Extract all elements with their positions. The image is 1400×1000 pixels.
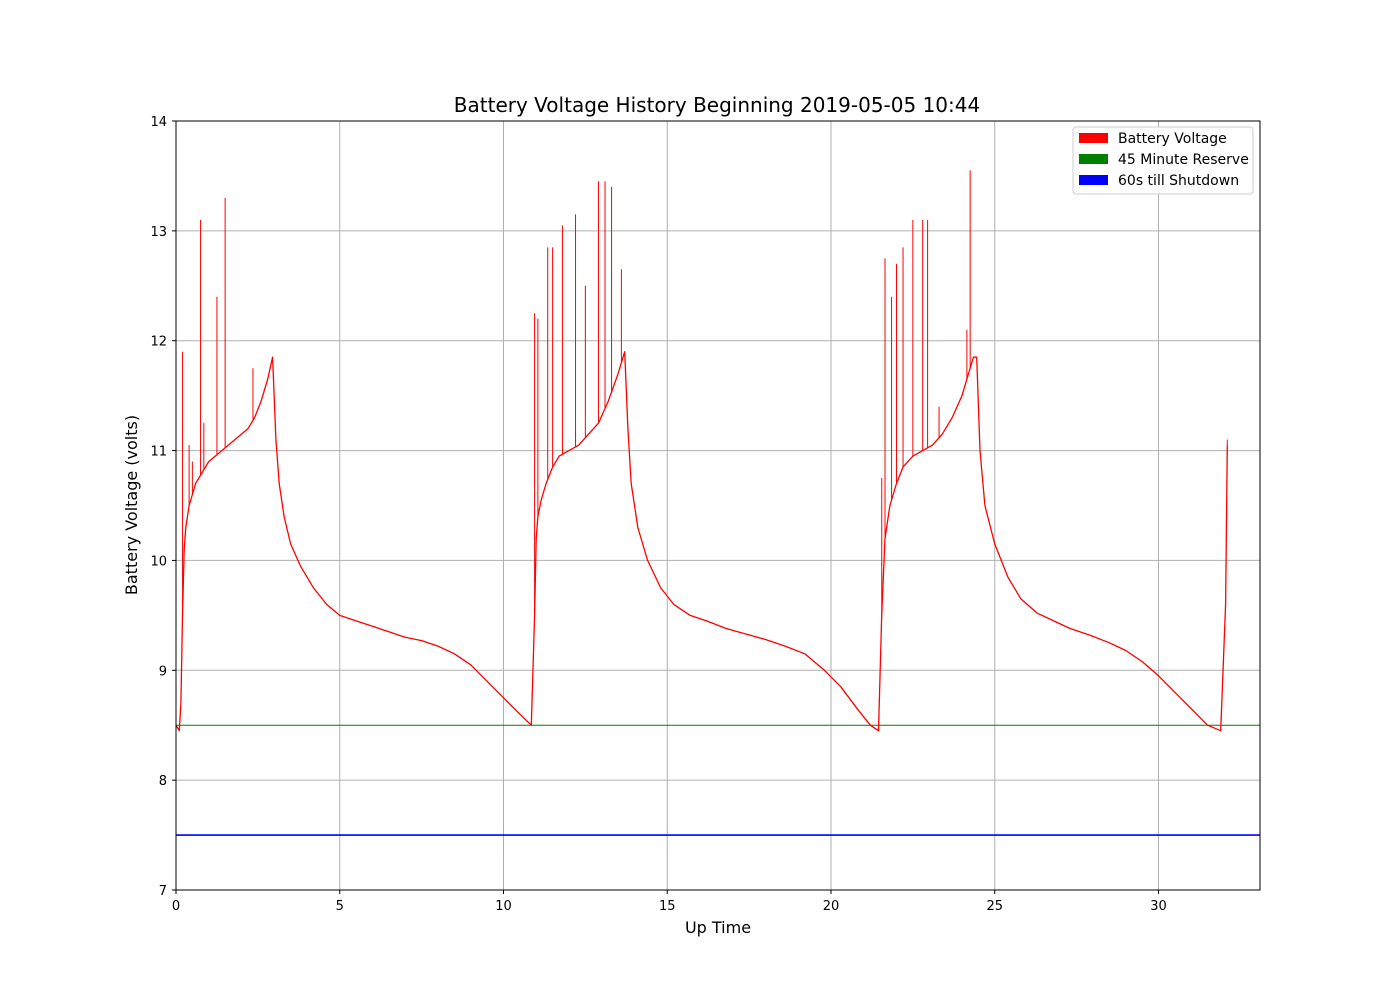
y-tick-label: 14 <box>150 115 167 130</box>
x-tick-label: 15 <box>659 899 676 914</box>
chart-title: Battery Voltage History Beginning 2019-0… <box>454 93 980 117</box>
y-tick-label: 8 <box>159 774 167 789</box>
y-axis-title: Battery Voltage (volts) <box>122 415 141 595</box>
x-tick-label: 5 <box>336 899 344 914</box>
y-tick-label: 12 <box>150 335 167 350</box>
y-tick-label: 7 <box>159 884 167 899</box>
y-tick-label: 11 <box>150 445 167 460</box>
series-line-battery-voltage <box>176 351 1228 732</box>
x-tick-label: 25 <box>986 899 1003 914</box>
x-tick-label: 30 <box>1150 899 1167 914</box>
x-tick-label: 0 <box>172 899 180 914</box>
x-tick-label: 10 <box>495 899 512 914</box>
x-tick-label: 20 <box>823 899 840 914</box>
legend-label: 60s till Shutdown <box>1118 173 1239 189</box>
legend-swatch <box>1079 133 1108 143</box>
legend-box <box>1072 126 1254 195</box>
axis-ticks: 0 5 10 15 20 25 30 7 8 9 10 11 12 13 14 <box>150 115 1166 914</box>
plot-frame <box>175 120 1261 891</box>
legend-label: Battery Voltage <box>1118 131 1227 147</box>
y-tick-label: 10 <box>150 554 167 569</box>
grid-lines <box>176 121 1260 890</box>
legend: Battery Voltage 45 Minute Reserve 60s till… <box>1072 126 1254 195</box>
y-tick-label: 9 <box>159 664 167 679</box>
legend-label: 45 Minute Reserve <box>1118 152 1249 168</box>
legend-swatch <box>1079 154 1108 164</box>
x-axis-title: Up Time <box>685 918 751 937</box>
legend-swatch <box>1079 175 1108 185</box>
y-tick-label: 13 <box>150 225 167 240</box>
plot-series <box>176 170 1260 836</box>
